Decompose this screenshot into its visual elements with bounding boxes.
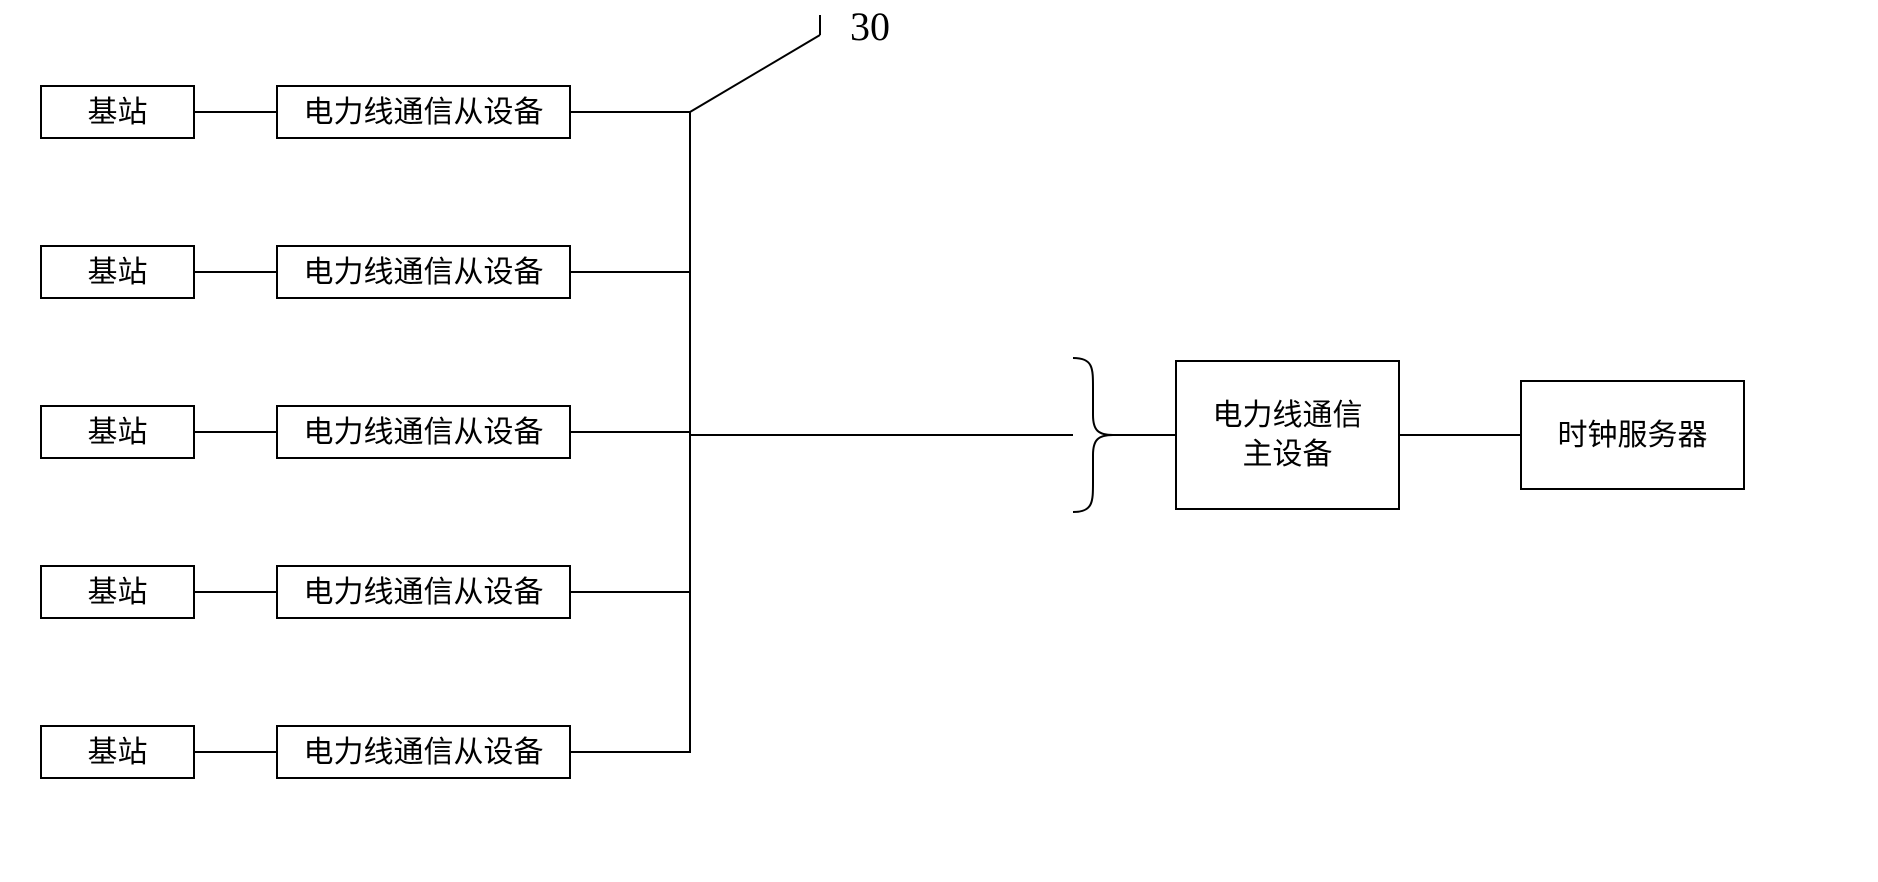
callout-label-30: 30 [850,3,890,50]
edge-bus-vertical [689,111,691,753]
edge-bs3-sl3 [195,431,276,433]
edge-sl3-bus [571,431,690,433]
edge-master-clock [1400,434,1520,436]
node-clock: 时钟服务器 [1520,380,1745,490]
edge-bs5-sl5 [195,751,276,753]
node-bs3: 基站 [40,405,195,459]
node-slave3: 电力线通信从设备 [276,405,571,459]
node-bs5: 基站 [40,725,195,779]
node-bs1: 基站 [40,85,195,139]
brace-icon [1073,358,1113,512]
node-master: 电力线通信 主设备 [1175,360,1400,510]
edge-sl5-bus [571,751,690,753]
node-slave4: 电力线通信从设备 [276,565,571,619]
callout-leader [690,35,820,112]
edge-bs4-sl4 [195,591,276,593]
edge-bs1-sl1 [195,111,276,113]
node-bs4: 基站 [40,565,195,619]
edge-brace-master [1113,434,1175,436]
edge-bus-brace [690,434,1073,436]
node-slave2: 电力线通信从设备 [276,245,571,299]
node-bs2: 基站 [40,245,195,299]
node-slave1: 电力线通信从设备 [276,85,571,139]
edge-bs2-sl2 [195,271,276,273]
node-slave5: 电力线通信从设备 [276,725,571,779]
edge-sl2-bus [571,271,690,273]
edge-sl1-bus [571,111,690,113]
edge-sl4-bus [571,591,690,593]
